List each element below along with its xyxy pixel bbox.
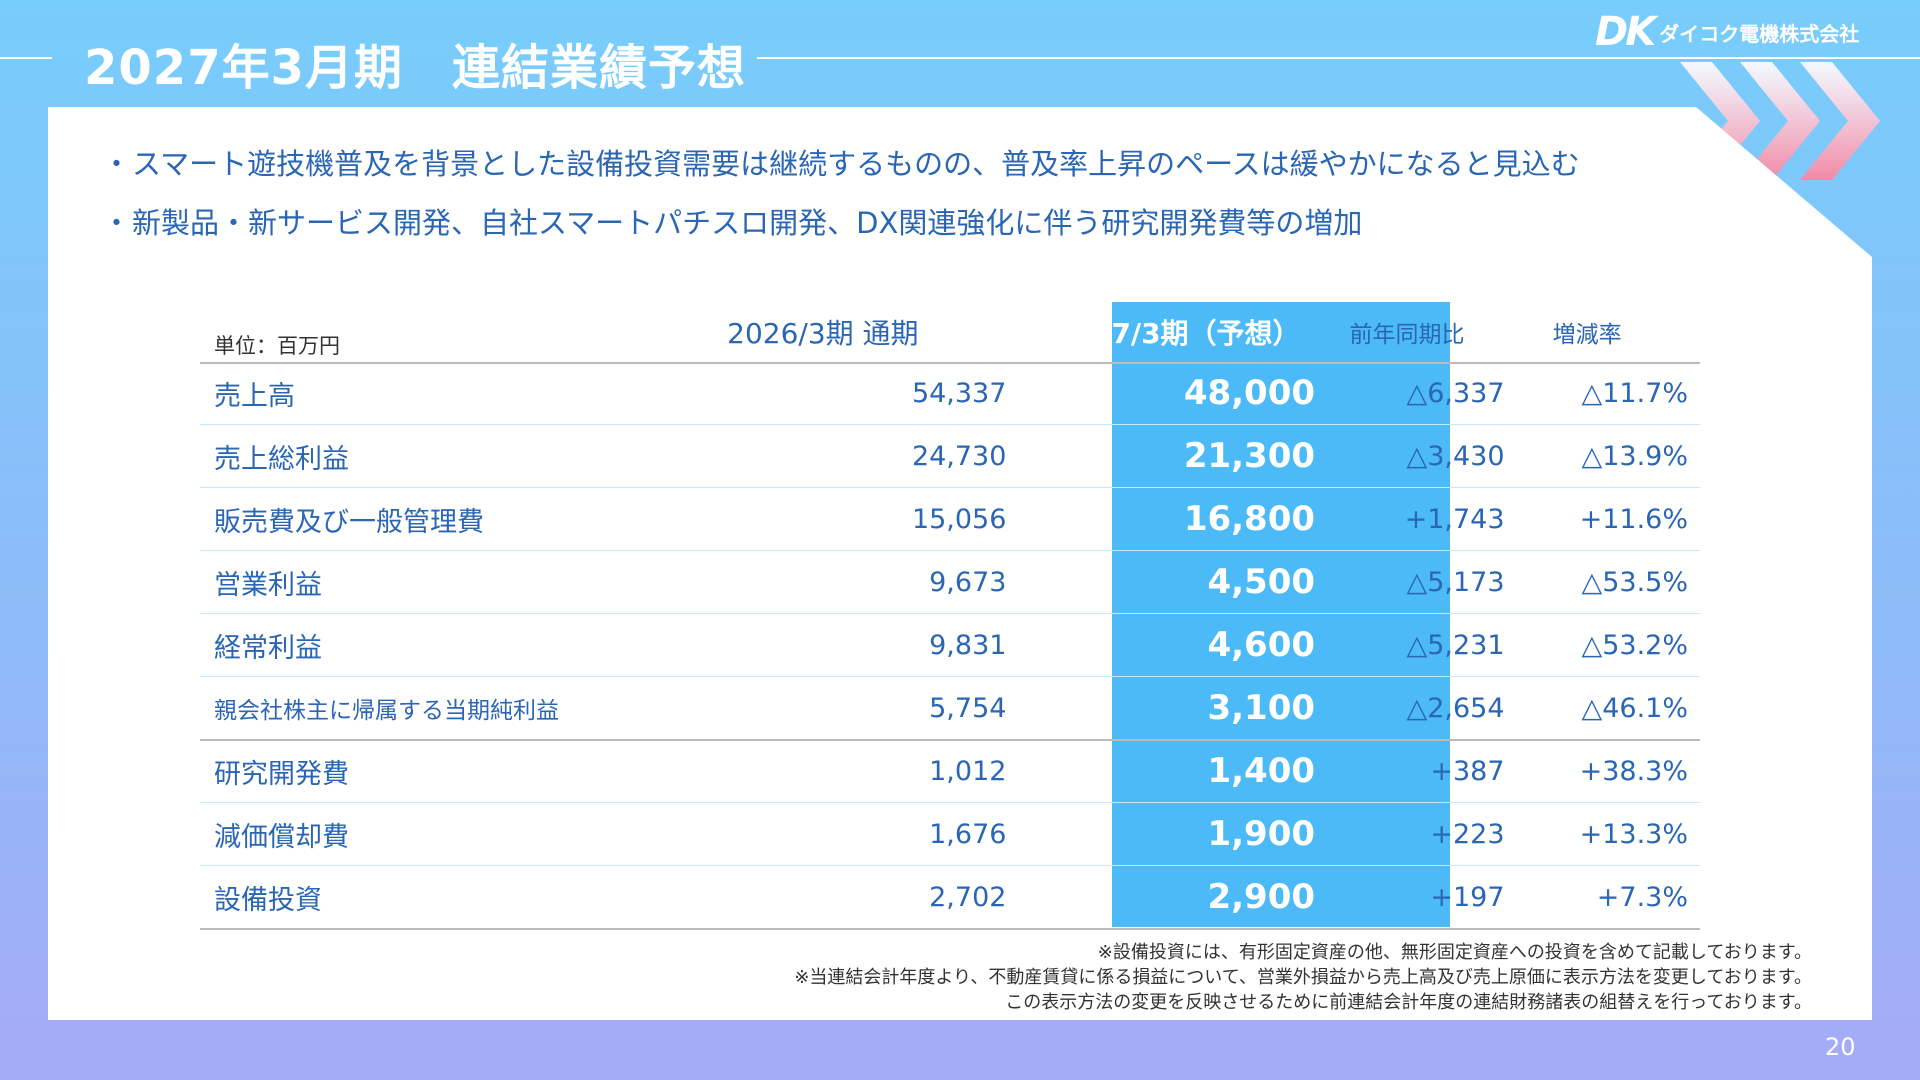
footnote: ※設備投資には、有形固定資産の他、無形固定資産への投資を含めて記載しております。 xyxy=(1097,942,1812,963)
cell-forecast: 21,300 xyxy=(1183,436,1316,476)
bullet-text: スマート遊技機普及を背景とした設備投資需要は継続するものの、普及率上昇のペースは… xyxy=(132,147,1580,181)
cell-rate: +11.6% xyxy=(1579,503,1688,535)
row-label: 売上高 xyxy=(214,380,295,412)
cell-rate: △13.9% xyxy=(1581,440,1688,472)
cell-yoy: +197 xyxy=(1430,881,1505,913)
table-row: 経常利益 9,831 4,600 △5,231 △53.2% xyxy=(200,614,1700,677)
cell-rate: +38.3% xyxy=(1579,755,1688,787)
cell-rate: △53.5% xyxy=(1581,566,1688,598)
page-number: 20 xyxy=(1825,1033,1856,1061)
cell-prev: 9,673 xyxy=(929,566,1007,598)
company-logo: DK ダイコク電機株式会社 xyxy=(1595,9,1860,55)
forecast-column-highlight xyxy=(1112,302,1450,927)
row-label: 設備投資 xyxy=(214,884,322,916)
cell-prev: 15,056 xyxy=(911,503,1007,535)
table-row: 営業利益 9,673 4,500 △5,173 △53.5% xyxy=(200,551,1700,614)
cell-prev: 5,754 xyxy=(929,692,1007,724)
cell-prev: 2,702 xyxy=(929,881,1007,913)
bullet-item: ・新製品・新サービス開発、自社スマートパチスロ開発、DX関連強化に伴う研究開発費… xyxy=(102,200,1580,242)
cell-rate: △46.1% xyxy=(1581,692,1688,724)
content-panel: ・スマート遊技機普及を背景とした設備投資需要は継続するものの、普及率上昇のペース… xyxy=(48,107,1872,1020)
cell-forecast: 4,500 xyxy=(1207,562,1316,602)
cell-rate: +13.3% xyxy=(1579,818,1688,850)
cell-forecast: 48,000 xyxy=(1183,373,1316,413)
row-label: 減価償却費 xyxy=(214,821,349,853)
cell-forecast: 2,900 xyxy=(1207,877,1316,917)
bullet-marker: ・ xyxy=(102,147,132,181)
cell-yoy: △3,430 xyxy=(1406,440,1505,472)
row-label: 親会社株主に帰属する当期純利益 xyxy=(214,698,559,724)
cell-yoy: △5,173 xyxy=(1406,566,1505,598)
cell-prev: 9,831 xyxy=(929,629,1007,661)
logo-mark: DK xyxy=(1595,9,1656,55)
cell-rate: △53.2% xyxy=(1581,629,1688,661)
bullet-item: ・スマート遊技機普及を背景とした設備投資需要は継続するものの、普及率上昇のペース… xyxy=(102,141,1580,183)
page-title: 2027年3月期 連結業績予想 xyxy=(84,40,746,96)
cell-yoy: △6,337 xyxy=(1406,377,1505,409)
footnote: ※当連結会計年度より、不動産賃貸に係る損益について、営業外損益から売上高及び売上… xyxy=(794,967,1812,988)
footnotes: ※設備投資には、有形固定資産の他、無形固定資産への投資を含めて記載しております。… xyxy=(794,940,1812,1015)
cell-yoy: +1,743 xyxy=(1404,503,1505,535)
cell-prev: 54,337 xyxy=(911,377,1007,409)
table-row: 売上総利益 24,730 21,300 △3,430 △13.9% xyxy=(200,425,1700,488)
cell-rate: △11.7% xyxy=(1581,377,1688,409)
cell-prev: 1,676 xyxy=(929,818,1007,850)
bullet-marker: ・ xyxy=(102,206,132,240)
row-label: 経常利益 xyxy=(214,632,322,664)
cell-forecast: 16,800 xyxy=(1183,499,1316,539)
table-row: 設備投資 2,702 2,900 +197 +7.3% xyxy=(200,866,1700,930)
cell-rate: +7.3% xyxy=(1596,881,1688,913)
col-header-forecast: 2027/3期（予想） xyxy=(1052,317,1301,350)
cell-forecast: 3,100 xyxy=(1207,688,1316,728)
table-header-row: 単位：百万円 2026/3期 通期 2027/3期（予想） 前年同期比 増減率 xyxy=(200,302,1700,364)
cell-yoy: +223 xyxy=(1430,818,1505,850)
cell-yoy: △2,654 xyxy=(1406,692,1505,724)
row-label: 営業利益 xyxy=(214,569,322,601)
row-label: 売上総利益 xyxy=(214,443,349,475)
unit-label: 単位：百万円 xyxy=(214,334,340,358)
cell-prev: 24,730 xyxy=(911,440,1007,472)
col-header-rate: 増減率 xyxy=(1552,322,1622,348)
cell-prev: 1,012 xyxy=(929,755,1007,787)
cell-yoy: +387 xyxy=(1430,755,1505,787)
table-row: 売上高 54,337 48,000 △6,337 △11.7% xyxy=(200,362,1700,425)
col-header-prev: 2026/3期 通期 xyxy=(727,317,919,350)
title-rule-right xyxy=(757,57,1920,59)
cell-forecast: 1,400 xyxy=(1207,751,1316,791)
logo-text: ダイコク電機株式会社 xyxy=(1659,21,1860,46)
cell-forecast: 4,600 xyxy=(1207,625,1316,665)
table-row: 親会社株主に帰属する当期純利益 5,754 3,100 △2,654 △46.1… xyxy=(200,677,1700,741)
table-row: 販売費及び一般管理費 15,056 16,800 +1,743 +11.6% xyxy=(200,488,1700,551)
bullet-text: 新製品・新サービス開発、自社スマートパチスロ開発、DX関連強化に伴う研究開発費等… xyxy=(132,206,1363,240)
cell-yoy: △5,231 xyxy=(1406,629,1505,661)
cell-forecast: 1,900 xyxy=(1207,814,1316,854)
col-header-yoy: 前年同期比 xyxy=(1349,322,1465,348)
bullet-list: ・スマート遊技機普及を背景とした設備投資需要は継続するものの、普及率上昇のペース… xyxy=(102,141,1580,259)
table-row: 研究開発費 1,012 1,400 +387 +38.3% xyxy=(200,740,1700,803)
row-label: 販売費及び一般管理費 xyxy=(214,506,484,538)
footnote: この表示方法の変更を反映させるために前連結会計年度の連結財務諸表の組替えを行って… xyxy=(1005,992,1812,1013)
table-row: 減価償却費 1,676 1,900 +223 +13.3% xyxy=(200,803,1700,866)
title-rule-left xyxy=(0,57,52,59)
row-label: 研究開発費 xyxy=(214,758,349,790)
